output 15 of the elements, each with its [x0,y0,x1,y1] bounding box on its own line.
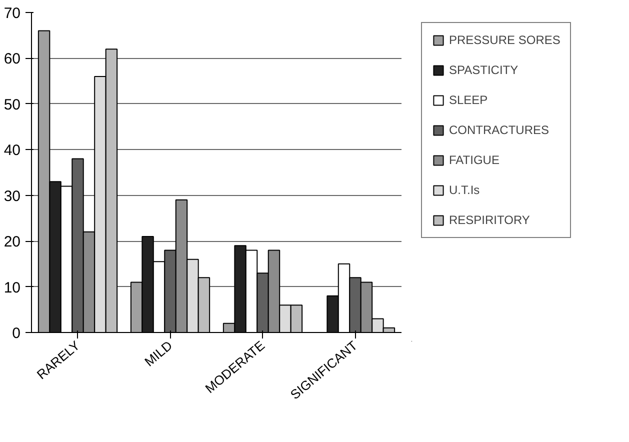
y-tick-label: 40 [4,142,21,160]
legend-label: U.T.Is [449,183,480,197]
legend-label: FATIGUE [449,153,500,167]
legend-label: PRESSURE SORES [449,33,560,47]
y-tick-label: 70 [4,5,21,22]
y-tick-label: 60 [4,50,21,68]
y-tick-label: 30 [4,188,21,205]
legend-label: RESPIRITORY [449,213,530,227]
legend-label: SLEEP [449,93,488,107]
y-tick-label: 0 [12,325,20,342]
y-tick-label: 50 [4,96,21,114]
legend-label: SPASTICITY [449,63,518,77]
y-tick-label: 10 [4,279,21,296]
y-tick-label: 20 [4,234,21,251]
legend-label: CONTRACTURES [449,123,550,137]
